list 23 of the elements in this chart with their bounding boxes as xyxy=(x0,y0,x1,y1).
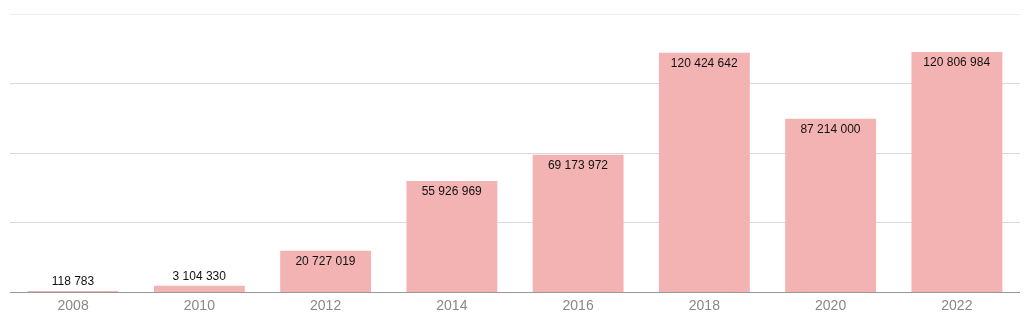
x-tick-label: 2016 xyxy=(562,296,594,313)
data-label: 120 806 984 xyxy=(923,55,991,70)
data-label: 55 926 969 xyxy=(421,183,483,198)
bar xyxy=(406,180,498,292)
data-label: 118 783 xyxy=(51,274,95,288)
data-label: 20 727 019 xyxy=(295,253,356,268)
x-tick-label: 2022 xyxy=(941,296,973,313)
data-label: 3 104 330 xyxy=(172,268,227,283)
x-tick-label: 2020 xyxy=(815,296,847,313)
data-label: 69 173 972 xyxy=(547,157,609,172)
x-tick-label: 2014 xyxy=(436,296,468,313)
bar xyxy=(280,250,372,292)
bar xyxy=(532,154,624,292)
x-tick-label: 2012 xyxy=(310,296,342,313)
data-label: 87 214 000 xyxy=(800,121,861,136)
bar xyxy=(911,52,1003,292)
bar xyxy=(785,118,877,292)
bar xyxy=(658,52,750,292)
data-label: 120 424 642 xyxy=(670,55,738,70)
x-tick-label: 2010 xyxy=(183,296,216,313)
x-tick-label: 2008 xyxy=(57,296,89,313)
bar xyxy=(153,285,245,292)
x-tick-label: 2018 xyxy=(688,296,721,313)
